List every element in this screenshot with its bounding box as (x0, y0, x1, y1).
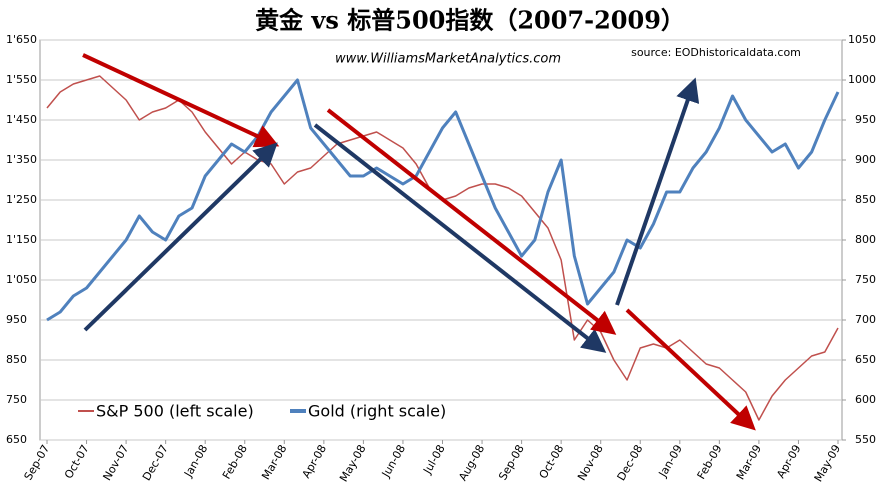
y-tick-label: 1'050 (6, 273, 37, 286)
source: source: EODhistoricaldata.com (631, 46, 801, 59)
x-tick-label: May-08 (337, 443, 369, 485)
x-tick-label: Sep-08 (496, 443, 527, 483)
y2-tick-label: 700 (855, 313, 876, 326)
y2-tick-label: 950 (855, 113, 876, 126)
x-tick-label: Nov-07 (100, 443, 131, 483)
y2-tick-label: 650 (855, 353, 876, 366)
arrow (326, 108, 617, 335)
x-tick-label: Oct-08 (537, 443, 567, 482)
x-tick-label: Jan-09 (656, 443, 685, 481)
subtitle: www.WilliamsMarketAnalytics.com (335, 52, 561, 67)
x-tick-label: Jun-08 (379, 443, 408, 481)
y-tick-label: 1'250 (6, 193, 37, 206)
y-tick-label: 750 (6, 393, 27, 406)
x-tick-label: May-09 (812, 443, 844, 485)
arrow (83, 142, 278, 332)
y2-tick-label: 900 (855, 153, 876, 166)
x-tick-label: Feb-08 (220, 443, 250, 482)
y2-tick-label: 1000 (848, 73, 876, 86)
y2-tick-label: 600 (855, 393, 876, 406)
series-line (46, 78, 840, 322)
y2-tick-label: 550 (855, 433, 876, 446)
y2-tick-label: 750 (855, 273, 876, 286)
x-tick-label: Apr-08 (300, 443, 329, 481)
arrow (82, 53, 280, 148)
y-tick-label: 1'650 (6, 33, 37, 46)
arrow (625, 308, 756, 431)
y-tick-label: 1'150 (6, 233, 37, 246)
y-tick-label: 650 (6, 433, 27, 446)
y2-tick-label: 1050 (848, 33, 876, 46)
y-tick-label: 850 (6, 353, 27, 366)
x-tick-label: Jul-08 (420, 443, 447, 477)
y-tick-label: 1'550 (6, 73, 37, 86)
x-tick-label: Mar-08 (259, 443, 289, 482)
x-tick-label: Feb-09 (695, 443, 725, 482)
arrow (615, 77, 700, 306)
x-tick-label: Nov-08 (575, 443, 606, 483)
legend-label: S&P 500 (left scale) (96, 402, 254, 421)
y2-tick-label: 800 (855, 233, 876, 246)
x-tick-label: Apr-09 (774, 443, 803, 481)
x-tick-label: Mar-09 (734, 443, 764, 482)
x-tick-label: Jan-08 (181, 443, 210, 481)
chart-title: 黄金 vs 标普500指数（2007-2009） (255, 6, 685, 35)
arrows (82, 53, 756, 431)
legend-label: Gold (right scale) (308, 402, 446, 421)
x-tick-label: Dec-08 (615, 443, 646, 484)
x-tick-label: Dec-07 (140, 443, 171, 484)
x-tick-label: Aug-08 (456, 443, 487, 484)
y2-tick-label: 850 (855, 193, 876, 206)
x-tick-label: Sep-07 (22, 443, 53, 483)
y-tick-label: 1'350 (6, 153, 37, 166)
arrow (313, 123, 607, 353)
y-tick-label: 950 (6, 313, 27, 326)
x-tick-label: Oct-07 (62, 443, 92, 482)
y-tick-label: 1'450 (6, 113, 37, 126)
